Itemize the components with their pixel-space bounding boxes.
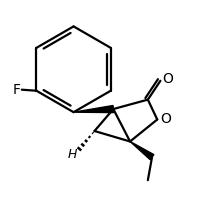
Polygon shape: [130, 141, 154, 160]
Polygon shape: [74, 105, 114, 113]
Text: F: F: [13, 83, 21, 97]
Text: O: O: [162, 72, 173, 86]
Text: H: H: [68, 148, 77, 160]
Text: O: O: [160, 112, 171, 126]
